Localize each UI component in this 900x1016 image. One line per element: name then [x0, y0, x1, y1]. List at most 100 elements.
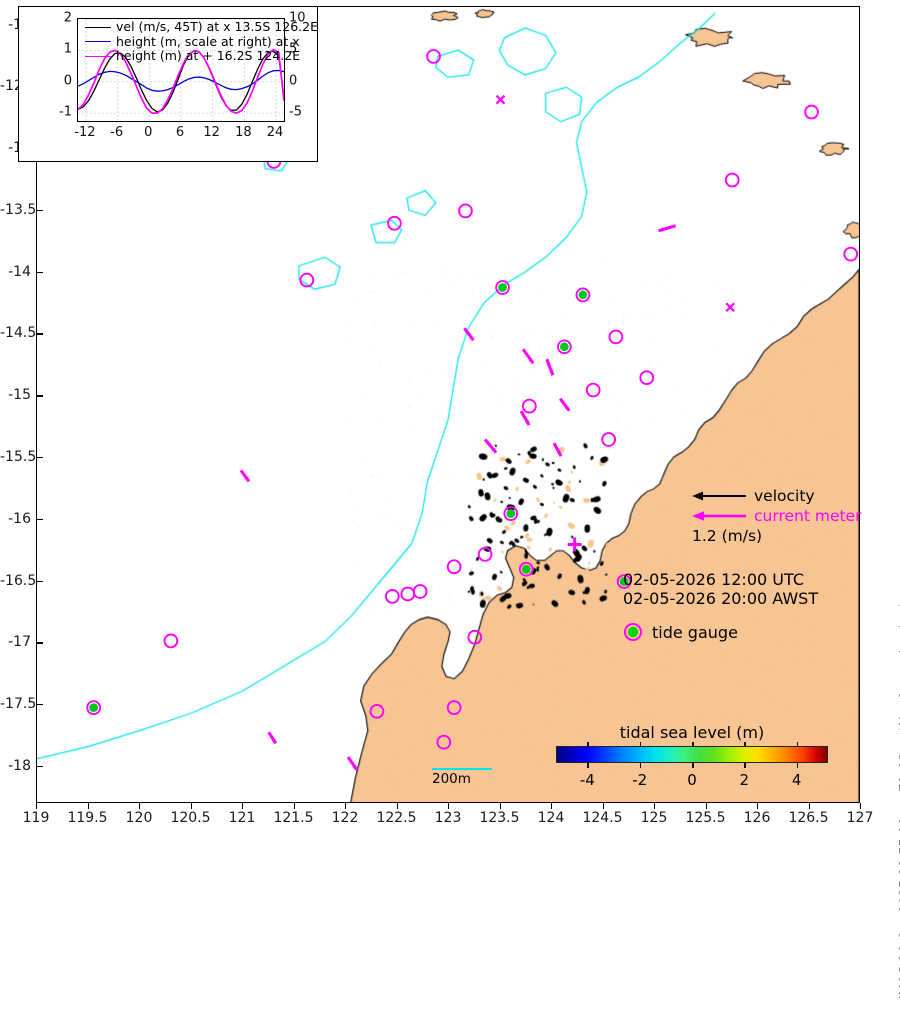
- tide-gauge-marker[interactable]: [467, 629, 483, 645]
- inset-x-tick-label: -6: [110, 125, 124, 140]
- tide-gauge-marker[interactable]: [163, 633, 179, 649]
- datetime-block: 02-05-2026 12:00 UTC 02-05-2026 20:00 AW…: [623, 570, 818, 608]
- tide-gauge-marker-fill: [578, 290, 588, 300]
- x-tick-label: 120: [125, 810, 153, 826]
- x-tick-label: 127: [846, 810, 874, 826]
- inset-legend-item-0: vel (m/s, 45T) at x 13.5S 126.2E: [85, 19, 318, 35]
- x-tickmark: [242, 803, 244, 809]
- tide-gauge-marker[interactable]: [436, 734, 452, 750]
- tide-gauge-marker[interactable]: [495, 280, 510, 295]
- colorbar-tick-labels: -4 -2 0 2 4: [556, 771, 828, 789]
- tide-gauge-marker[interactable]: [385, 589, 400, 604]
- x-tickmark: [396, 803, 398, 809]
- x-tick-label: 124.5: [582, 810, 623, 826]
- tide-gauge-marker[interactable]: [426, 49, 441, 64]
- colorbar-tickmark: [796, 763, 799, 768]
- velocity-vector-head: [557, 451, 562, 457]
- tide-gauge-marker[interactable]: [616, 574, 632, 589]
- inset-legend: vel (m/s, 45T) at x 13.5S 126.2E height …: [85, 19, 318, 64]
- datetime-local: 02-05-2026 20:00 AWST: [623, 589, 819, 608]
- velocity-vector-head: [271, 738, 276, 744]
- inset-x-tick-label: 6: [175, 125, 185, 140]
- inset-x-tick-label: -12: [74, 125, 96, 140]
- legend-swatch-height-marker: [85, 55, 111, 57]
- x-tick-label: 125: [640, 810, 668, 826]
- x-tickmark: [551, 803, 553, 809]
- velocity-legend-row: velocity: [692, 486, 861, 506]
- tide-gauge-marker[interactable]: [608, 329, 624, 345]
- velocity-vector-head: [244, 476, 249, 482]
- tide-gauge-marker[interactable]: [557, 339, 572, 355]
- x-tick-label: 123: [434, 810, 462, 826]
- velocity-vector-head: [658, 227, 664, 232]
- x-tickmark: [139, 803, 141, 809]
- x-tickmark: [190, 803, 192, 809]
- tide-gauge-marker[interactable]: [503, 506, 519, 521]
- x-tick-label: 124: [537, 810, 565, 826]
- velocity-legend-label: velocity: [754, 487, 815, 505]
- tide-gauge-marker[interactable]: [446, 700, 462, 715]
- tide-gauge-marker[interactable]: [458, 203, 473, 219]
- inset-x-tick-label: 0: [144, 125, 153, 140]
- x-tickmark: [36, 803, 38, 809]
- tide-gauge-marker[interactable]: [724, 172, 740, 188]
- tide-gauge-legend: tide gauge: [623, 622, 738, 642]
- tide-gauge-marker[interactable]: [400, 586, 416, 602]
- colorbar-gradient: [556, 746, 828, 763]
- tide-gauge-marker[interactable]: [369, 703, 385, 719]
- x-tick-label: 120.5: [170, 810, 211, 826]
- x-tickmark: [654, 803, 656, 809]
- inset-y2-tick-label: 0: [289, 73, 298, 89]
- x-tick-label: 119: [22, 810, 50, 826]
- tide-gauge-marker[interactable]: [446, 559, 462, 575]
- tide-gauge-marker[interactable]: [843, 246, 859, 262]
- x-tickmark: [448, 803, 450, 809]
- x-tick-label: 121: [228, 810, 256, 826]
- tide-gauge-marker-fill: [506, 509, 516, 519]
- colorbar-tickmark-top: [744, 742, 746, 747]
- tide-gauge-marker[interactable]: [299, 272, 315, 288]
- current-meter-legend-row: current meter: [692, 506, 861, 526]
- velocity-vector-head: [352, 765, 358, 771]
- x-tickmark: [860, 803, 862, 809]
- tide-gauge-marker[interactable]: [601, 432, 617, 447]
- colorbar-tick-label: -4: [579, 771, 595, 789]
- tide-gauge-marker[interactable]: [521, 398, 537, 414]
- y-tick-label: -14.5: [0, 325, 37, 342]
- x-tick-label: 125.5: [685, 810, 726, 826]
- tide-gauge-marker-fill: [559, 342, 569, 352]
- legend-swatch-velocity: [85, 26, 111, 28]
- inset-x-tick-label: 18: [235, 125, 252, 140]
- colorbar-tickmark: [744, 763, 746, 768]
- inset-y-tick-label: 1: [63, 41, 72, 57]
- tide-gauge-marker-fill: [89, 703, 99, 713]
- y-tickmark: [36, 271, 43, 273]
- x-tick-label: 123.5: [479, 810, 520, 826]
- colorbar-tickmarks: [556, 742, 828, 771]
- tide-gauge-marker[interactable]: [477, 547, 493, 562]
- inset-y-tick-label: 2: [63, 10, 72, 26]
- tide-gauge-marker[interactable]: [86, 700, 102, 715]
- velocity-scale-label: 1.2 (m/s): [692, 527, 763, 545]
- colorbar-tick-label: 2: [739, 771, 750, 789]
- inset-y2-tick-label: 10: [289, 10, 306, 26]
- tide-gauge-marker[interactable]: [585, 382, 601, 398]
- colorbar-tick-label: 4: [791, 771, 802, 789]
- x-tick-label: 122: [331, 810, 359, 826]
- inset-y2-tick-label: 5: [289, 41, 298, 57]
- tide-gauge-marker[interactable]: [387, 215, 402, 231]
- tide-gauge-icon: [624, 623, 642, 641]
- tide-gauge-marker[interactable]: [412, 584, 428, 599]
- inset-y-tick-label: -1: [59, 104, 72, 120]
- x-tickmark: [602, 803, 604, 809]
- tide-gauge-marker[interactable]: [518, 561, 534, 577]
- inset-legend-label-2: height (m) at + 16.2S 124.2E: [116, 48, 301, 63]
- tide-gauge-marker[interactable]: [639, 370, 655, 386]
- inset-legend-label-1: height (m, scale at right) at x: [116, 33, 300, 49]
- velocity-vector-head: [528, 358, 534, 364]
- tide-gauge-marker[interactable]: [804, 104, 819, 120]
- x-tickmark: [87, 803, 89, 809]
- scale-bar: 200m: [432, 768, 492, 787]
- tide-gauge-marker[interactable]: [575, 287, 591, 303]
- datetime-utc: 02-05-2026 12:00 UTC: [623, 570, 804, 589]
